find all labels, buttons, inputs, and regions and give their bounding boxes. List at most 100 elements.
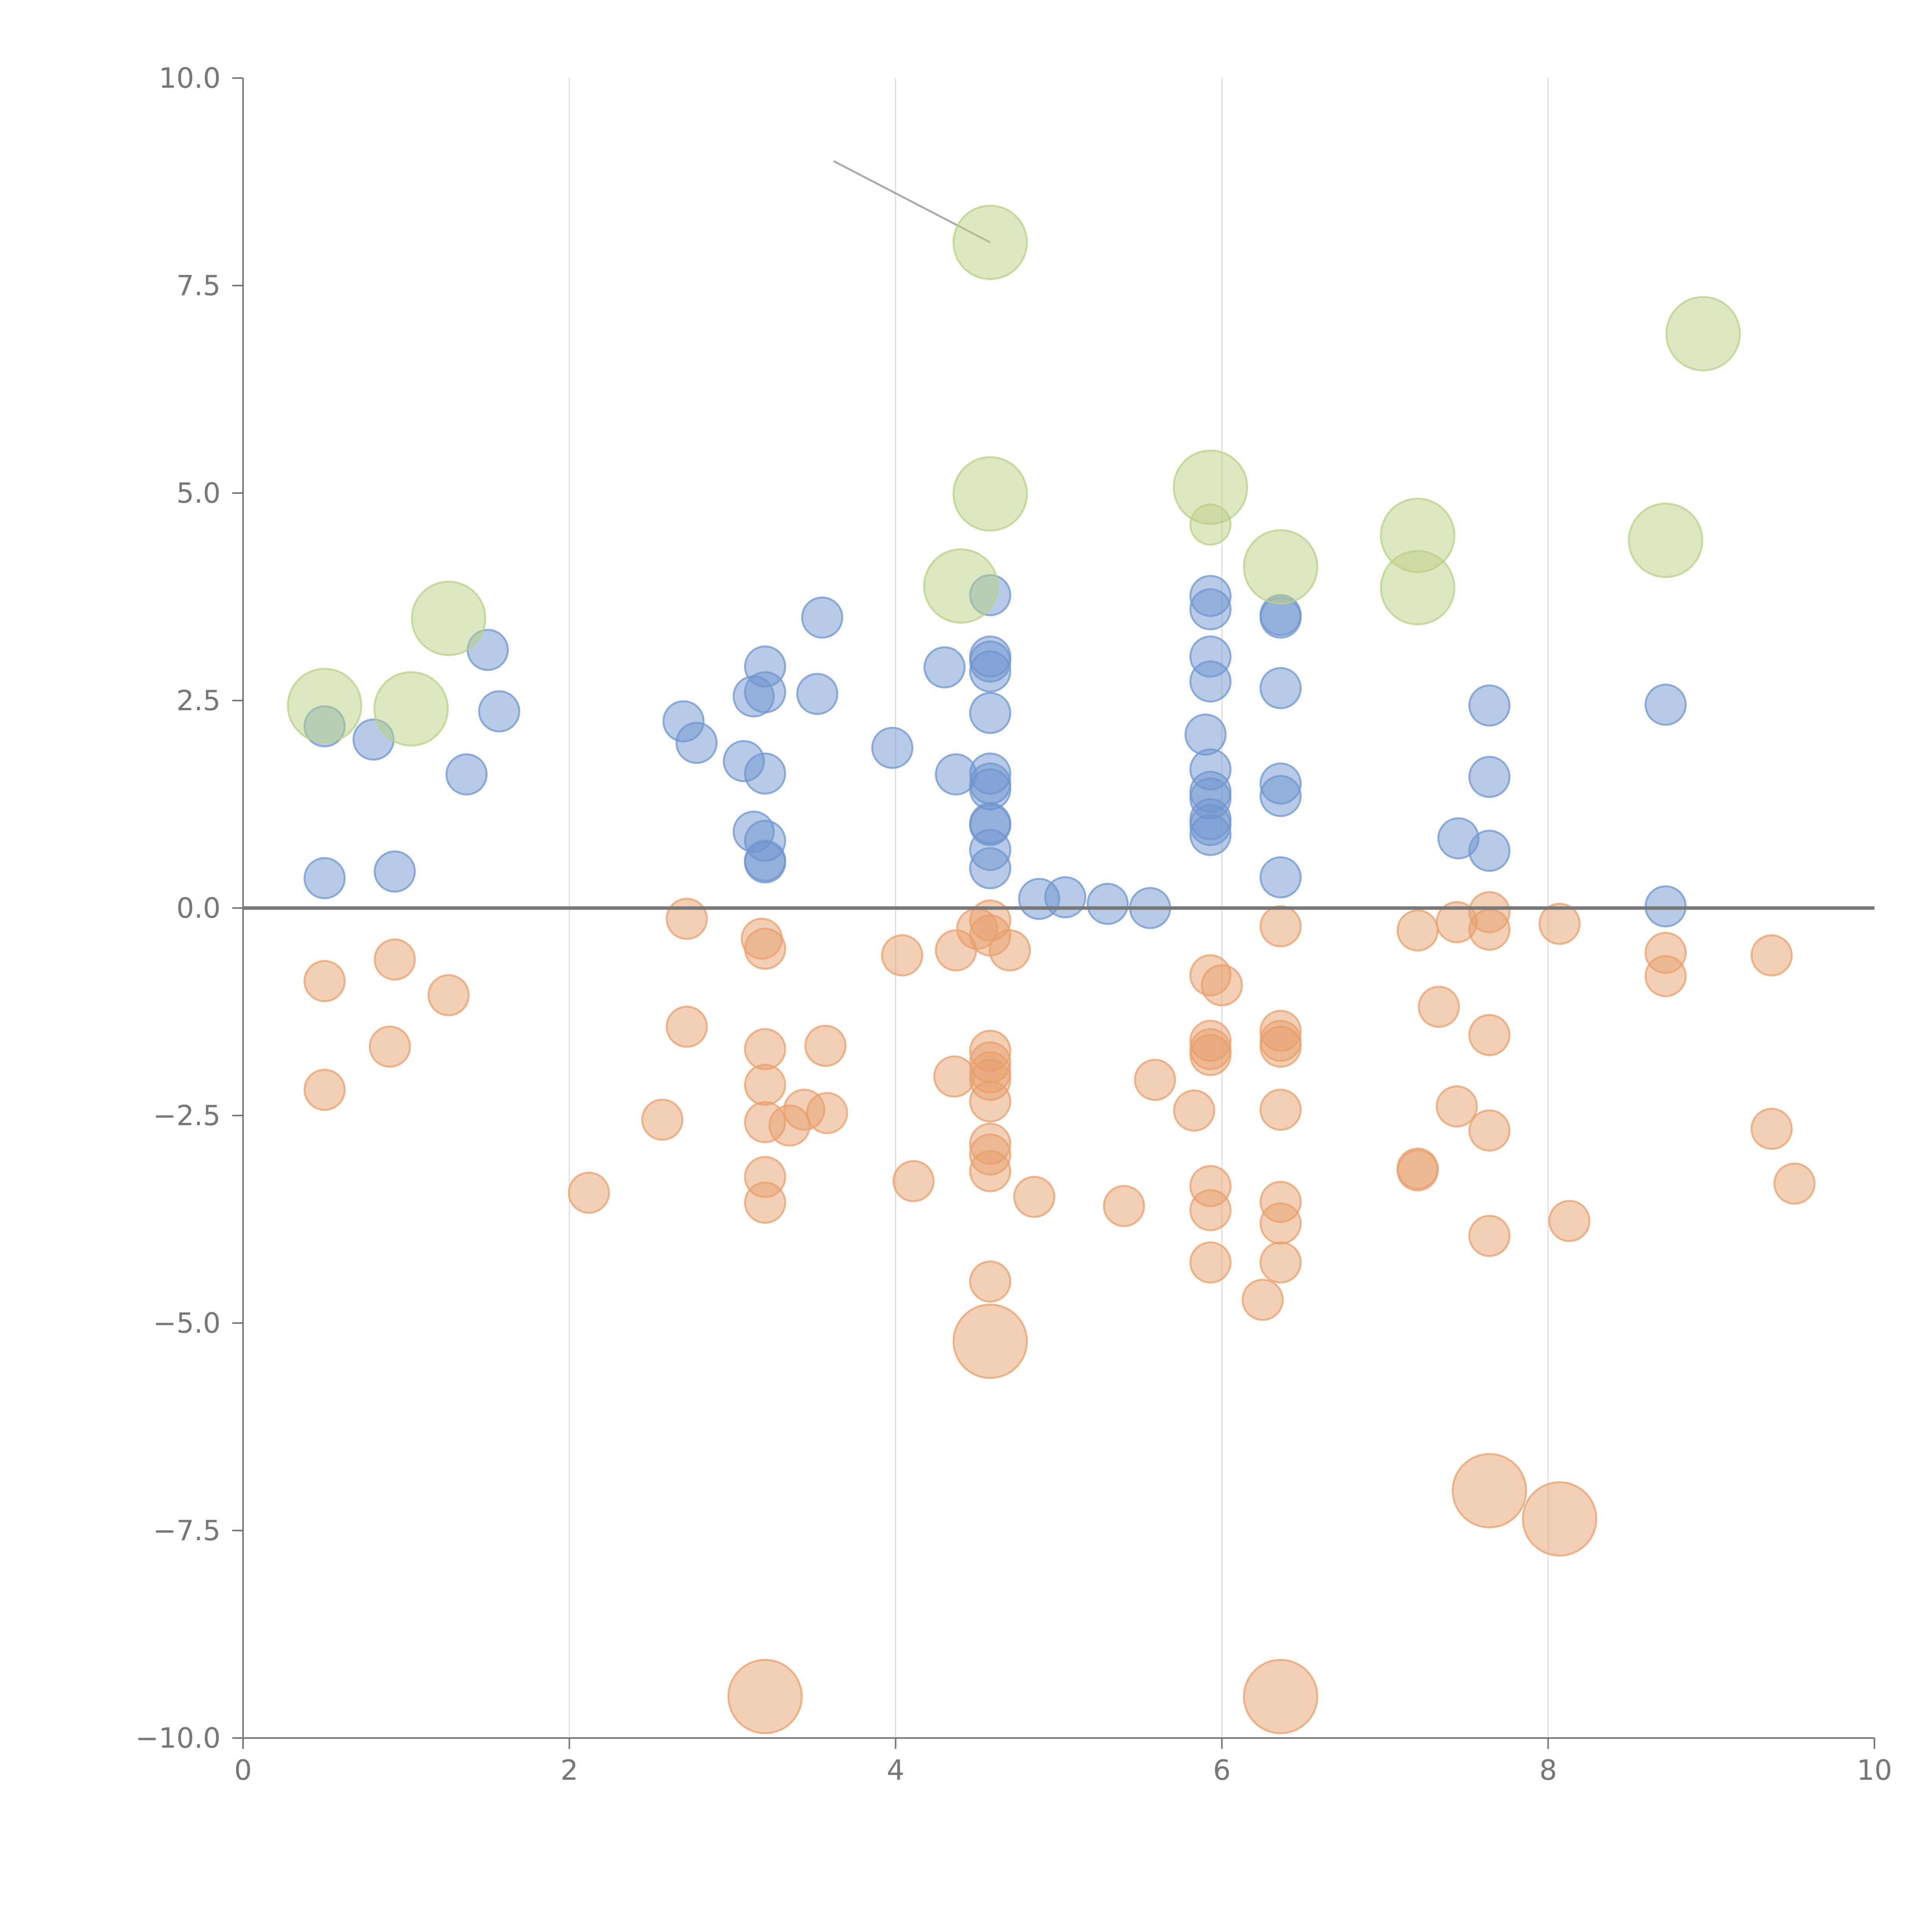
- x-tick-label: 4: [887, 1754, 905, 1786]
- negative-bubble: [1259, 1088, 1302, 1131]
- negative-bubble: [1468, 1014, 1511, 1056]
- negative-bubble: [1750, 1107, 1793, 1150]
- positive-bubble: [1044, 876, 1087, 918]
- negative-bubble: [1418, 986, 1460, 1028]
- highlight-bubble: [411, 580, 486, 656]
- negative-bubble: [1645, 955, 1687, 997]
- y-tick-label: 5.0: [176, 477, 221, 509]
- negative-bubble: [1468, 908, 1511, 951]
- positive-bubble: [1468, 684, 1511, 727]
- negative-bubble: [1750, 934, 1793, 976]
- negative-bubble: [1468, 1109, 1511, 1152]
- negative-bubble: [988, 929, 1031, 972]
- x-tick-label: 6: [1213, 1754, 1231, 1786]
- negative-bubble: [744, 927, 786, 970]
- positive-bubble: [732, 675, 775, 718]
- negative-bubble: [806, 1092, 848, 1134]
- positive-bubble: [801, 596, 844, 639]
- negative-bubble: [1173, 1089, 1215, 1132]
- negative-bubble: [665, 1005, 708, 1048]
- negative-bubble: [969, 1150, 1012, 1192]
- negative-bubble: [933, 1055, 976, 1098]
- positive-bubble: [1189, 814, 1232, 856]
- negative-large-bubble: [1452, 1453, 1527, 1529]
- y-tick-label: −10.0: [135, 1722, 221, 1754]
- negative-bubble: [1538, 903, 1581, 945]
- positive-bubble: [374, 850, 416, 893]
- highlight-bubble: [1628, 502, 1704, 578]
- positive-bubble: [1259, 667, 1302, 709]
- positive-bubble: [1645, 684, 1687, 726]
- negative-bubble: [744, 1182, 786, 1224]
- x-tick-label: 8: [1539, 1754, 1557, 1786]
- data-bubbles: [287, 204, 1816, 1735]
- y-tick-label: 0.0: [176, 892, 221, 924]
- highlight-bubble: [1189, 503, 1232, 546]
- negative-bubble: [744, 1064, 786, 1106]
- positive-bubble: [969, 847, 1012, 889]
- x-tick-label: 0: [234, 1754, 252, 1786]
- positive-bubble: [1468, 830, 1511, 872]
- negative-large-bubble: [1243, 1659, 1318, 1735]
- positive-bubble: [1259, 856, 1302, 899]
- negative-large-bubble: [1522, 1481, 1597, 1557]
- positive-bubble: [744, 752, 786, 795]
- highlight-bubble: [287, 668, 362, 743]
- negative-bubble: [1468, 1214, 1511, 1257]
- negative-bubble: [665, 898, 708, 940]
- x-tick-label: 2: [560, 1754, 578, 1786]
- x-tick-label: 10: [1857, 1754, 1892, 1786]
- negative-bubble: [1189, 1034, 1232, 1076]
- negative-bubble: [1103, 1185, 1145, 1227]
- negative-bubble: [1396, 909, 1439, 952]
- positive-bubble: [1189, 660, 1232, 703]
- negative-bubble: [1134, 1059, 1176, 1101]
- negative-bubble: [1259, 1202, 1302, 1245]
- positive-bubble: [969, 692, 1012, 734]
- positive-bubble: [1189, 588, 1232, 631]
- negative-bubble: [969, 1080, 1012, 1122]
- negative-bubble: [1259, 1026, 1302, 1068]
- positive-bubble: [969, 650, 1012, 693]
- positive-bubble: [923, 646, 966, 689]
- negative-bubble: [804, 1025, 847, 1067]
- highlight-bubble: [952, 204, 1028, 280]
- negative-bubble: [1548, 1200, 1590, 1242]
- highlight-bubble: [373, 671, 449, 747]
- negative-bubble: [641, 1099, 684, 1141]
- negative-bubble: [427, 974, 470, 1017]
- negative-bubble: [568, 1172, 610, 1214]
- negative-bubble: [1435, 1085, 1478, 1128]
- positive-bubble: [445, 753, 488, 796]
- negative-bubble: [744, 1028, 786, 1070]
- negative-bubble: [1773, 1162, 1816, 1205]
- negative-bubble: [374, 938, 416, 981]
- highlight-bubble: [923, 548, 999, 624]
- negative-bubble: [1259, 905, 1302, 947]
- y-tick-label: −5.0: [153, 1307, 221, 1339]
- y-tick-label: 2.5: [176, 684, 221, 717]
- negative-bubble: [892, 1160, 935, 1202]
- positive-bubble: [871, 726, 913, 769]
- tick-labels: 0 2 4 6 8 10 10.0 7.5 5.0 2.5 0.0 −2.5 −5.0 −7.5 −10.0: [135, 62, 1892, 1786]
- negative-bubble: [969, 1260, 1012, 1303]
- negative-large-bubble: [952, 1303, 1028, 1379]
- negative-bubble: [369, 1026, 411, 1068]
- highlight-bubble: [1665, 296, 1741, 372]
- highlight-bubble: [1380, 550, 1456, 626]
- negative-bubble: [303, 960, 346, 1002]
- positive-bubble: [796, 673, 838, 715]
- negative-bubble: [881, 934, 923, 976]
- positive-bubble: [744, 841, 786, 884]
- highlight-bubble: [952, 456, 1028, 532]
- negative-bubble: [1259, 1241, 1302, 1284]
- y-tick-label: −7.5: [153, 1514, 221, 1547]
- positive-bubble: [478, 690, 520, 733]
- positive-bubble: [675, 722, 718, 764]
- y-tick-label: −2.5: [153, 1099, 221, 1132]
- negative-bubble: [1189, 1241, 1232, 1284]
- negative-large-bubble: [727, 1659, 803, 1735]
- negative-bubble: [1201, 964, 1243, 1007]
- highlight-bubble: [1243, 529, 1318, 605]
